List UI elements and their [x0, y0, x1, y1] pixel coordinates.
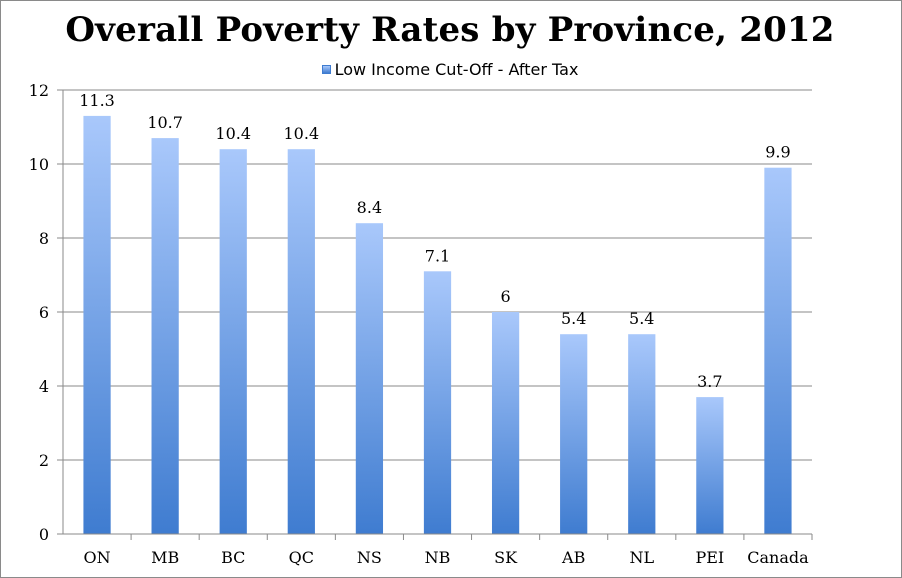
legend-swatch: [321, 65, 331, 74]
bar-mb: [151, 138, 179, 534]
data-label-nb: 7.1: [425, 246, 450, 265]
legend: Low Income Cut-Off - After Tax: [0, 60, 900, 79]
x-tick-label-mb: MB: [151, 548, 179, 567]
bar-bc: [219, 149, 247, 534]
y-tick-label: 0: [39, 525, 49, 544]
x-tick-label-pei: PEI: [695, 548, 724, 567]
bar-nb: [423, 271, 452, 534]
chart-title: Overall Poverty Rates by Province, 2012: [65, 10, 835, 50]
y-tick-label: 6: [39, 303, 49, 322]
data-label-mb: 10.7: [147, 113, 183, 132]
data-label-bc: 10.4: [215, 124, 251, 143]
bar-qc: [287, 149, 315, 534]
data-label-qc: 10.4: [284, 124, 320, 143]
data-label-sk: 6: [500, 287, 510, 306]
x-tick-label-ns: NS: [357, 548, 382, 567]
data-label-canada: 9.9: [765, 143, 790, 162]
data-label-on: 11.3: [79, 91, 115, 110]
x-tick-label-sk: SK: [494, 548, 518, 567]
x-tick-label-bc: BC: [221, 548, 245, 567]
bar-ab: [560, 334, 588, 534]
y-tick-label: 2: [39, 451, 49, 470]
bar-on: [83, 115, 111, 535]
bar-pei: [696, 397, 724, 534]
x-tick-label-on: ON: [83, 548, 110, 567]
bar-ns: [355, 223, 384, 534]
bar-sk: [491, 312, 520, 534]
data-label-ns: 8.4: [357, 198, 382, 217]
y-tick-label: 4: [39, 377, 49, 396]
x-tick-label-canada: Canada: [747, 548, 809, 567]
bar-nl: [628, 334, 656, 534]
x-tick-label-qc: QC: [289, 548, 314, 567]
y-tick-label: 12: [29, 81, 49, 100]
x-tick-label-nb: NB: [425, 548, 451, 567]
y-tick-label: 8: [39, 229, 49, 248]
y-tick-label: 10: [29, 155, 49, 174]
legend-label: Low Income Cut-Off - After Tax: [334, 60, 579, 79]
x-tick-label-nl: NL: [629, 548, 654, 567]
bar-canada: [764, 167, 792, 534]
data-label-pei: 3.7: [697, 372, 722, 391]
x-tick-label-ab: AB: [561, 548, 585, 567]
data-label-ab: 5.4: [561, 309, 586, 328]
data-label-nl: 5.4: [629, 309, 654, 328]
